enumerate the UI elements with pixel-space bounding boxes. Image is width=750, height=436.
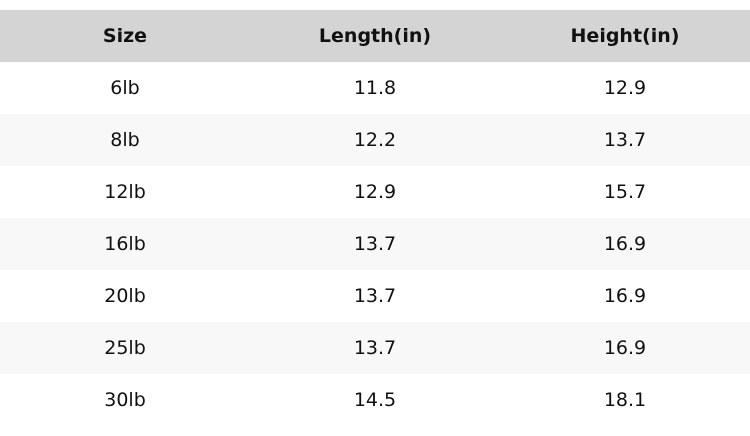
cell-length: 13.7 xyxy=(250,322,500,374)
cell-size: 30lb xyxy=(0,374,250,426)
cell-length: 12.9 xyxy=(250,166,500,218)
cell-height: 16.9 xyxy=(500,270,750,322)
header-length: Length(in) xyxy=(250,10,500,62)
cell-size: 8lb xyxy=(0,114,250,166)
cell-height: 13.7 xyxy=(500,114,750,166)
cell-height: 16.9 xyxy=(500,218,750,270)
header-size: Size xyxy=(0,10,250,62)
table-row: 30lb 14.5 18.1 xyxy=(0,374,750,426)
cell-size: 6lb xyxy=(0,62,250,114)
table-header-row: Size Length(in) Height(in) xyxy=(0,10,750,62)
cell-height: 12.9 xyxy=(500,62,750,114)
cell-length: 14.5 xyxy=(250,374,500,426)
table-row: 12lb 12.9 15.7 xyxy=(0,166,750,218)
cell-size: 16lb xyxy=(0,218,250,270)
cell-size: 25lb xyxy=(0,322,250,374)
table-row: 20lb 13.7 16.9 xyxy=(0,270,750,322)
cell-length: 13.7 xyxy=(250,270,500,322)
table-row: 16lb 13.7 16.9 xyxy=(0,218,750,270)
cell-height: 15.7 xyxy=(500,166,750,218)
cell-size: 12lb xyxy=(0,166,250,218)
table-row: 25lb 13.7 16.9 xyxy=(0,322,750,374)
cell-height: 18.1 xyxy=(500,374,750,426)
cell-height: 16.9 xyxy=(500,322,750,374)
header-height: Height(in) xyxy=(500,10,750,62)
table-row: 6lb 11.8 12.9 xyxy=(0,62,750,114)
cell-length: 11.8 xyxy=(250,62,500,114)
cell-size: 20lb xyxy=(0,270,250,322)
table-row: 8lb 12.2 13.7 xyxy=(0,114,750,166)
cell-length: 13.7 xyxy=(250,218,500,270)
size-table: Size Length(in) Height(in) 6lb 11.8 12.9 8l… xyxy=(0,10,750,426)
cell-length: 12.2 xyxy=(250,114,500,166)
